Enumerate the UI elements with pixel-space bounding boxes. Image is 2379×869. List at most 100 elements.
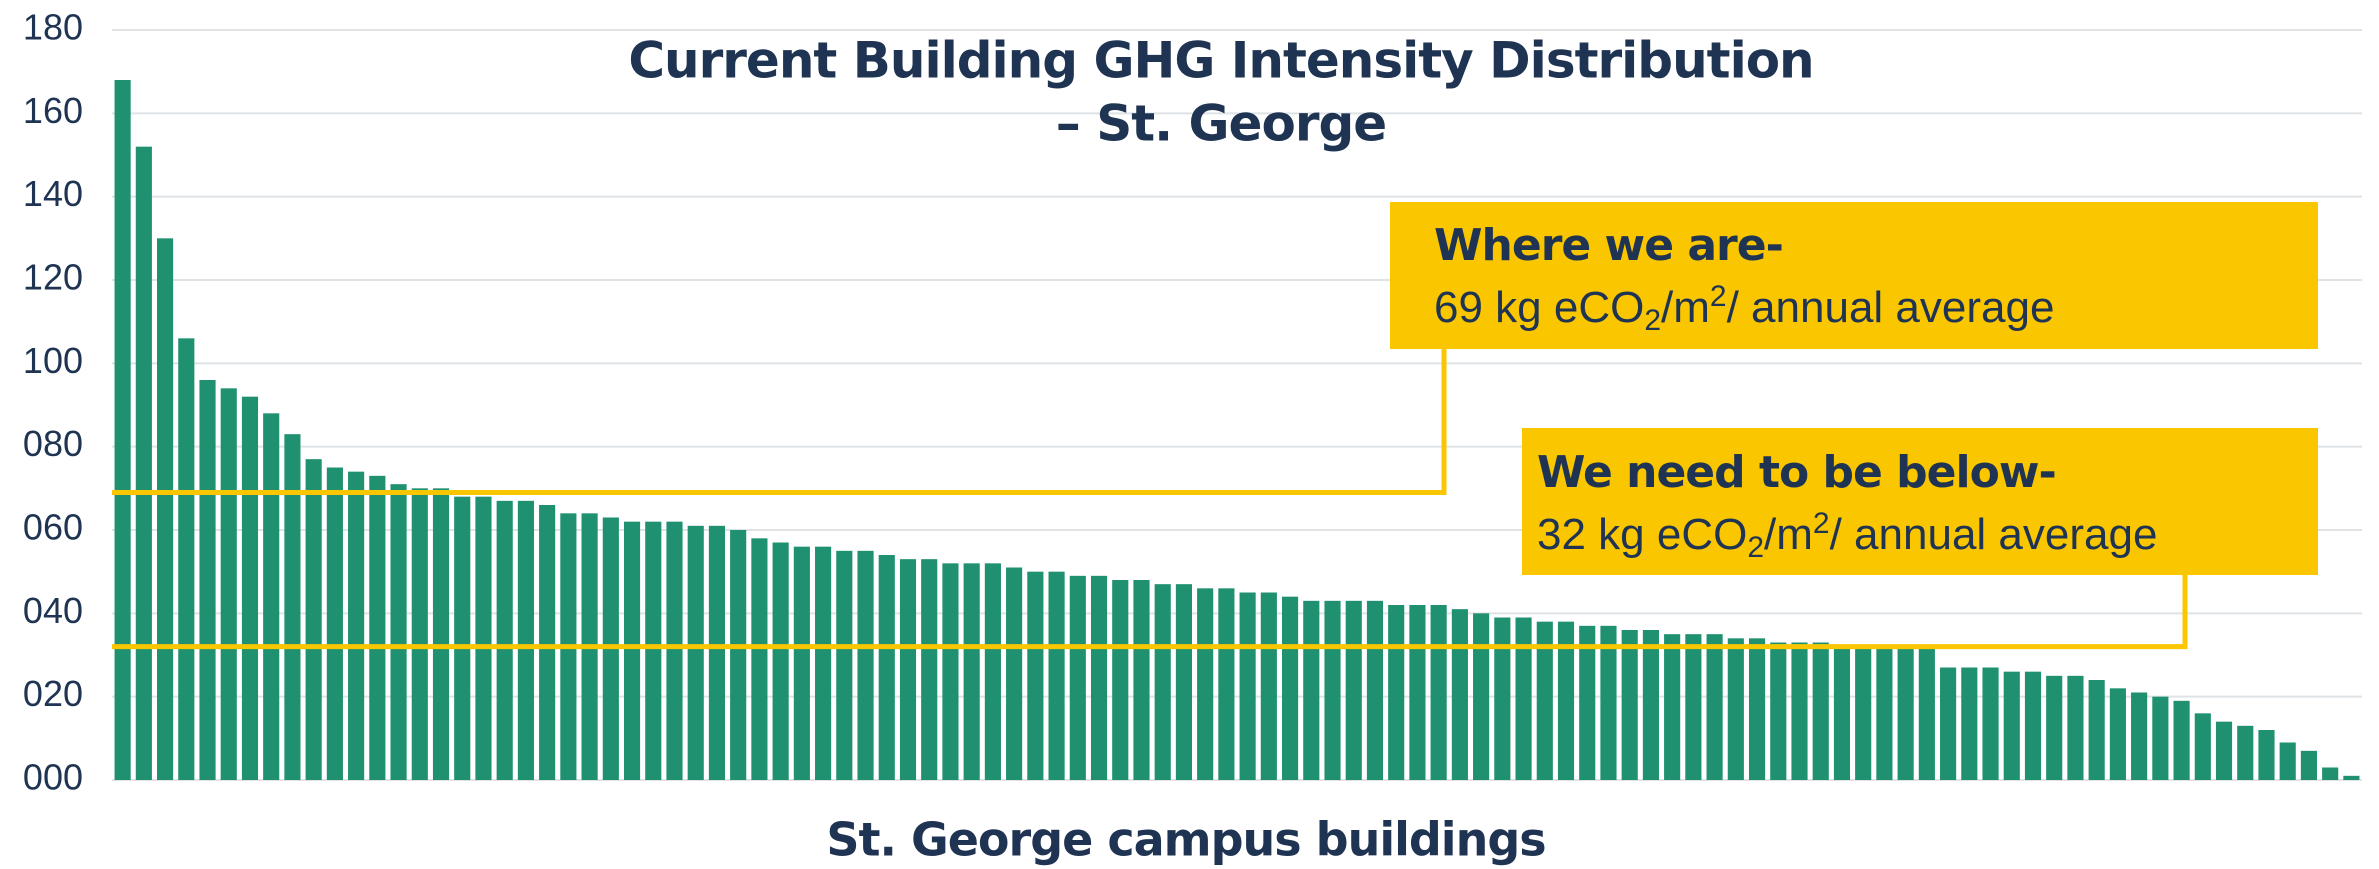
y-tick-label: 120	[23, 257, 83, 298]
annotation-heading: We need to be below-	[1537, 447, 2056, 498]
y-tick-label: 160	[23, 90, 83, 131]
bar	[1260, 592, 1277, 780]
bar	[836, 550, 853, 780]
bar	[263, 413, 280, 780]
y-tick-label: 060	[23, 507, 83, 548]
bar	[454, 496, 471, 780]
bar	[1473, 613, 1490, 780]
bar	[899, 559, 917, 780]
bar	[751, 538, 768, 780]
bar	[1748, 638, 1766, 780]
bar	[1197, 588, 1214, 780]
bar	[1366, 600, 1384, 780]
bar	[1833, 646, 1851, 780]
bar	[1388, 605, 1405, 780]
y-tick-label: 080	[23, 423, 83, 464]
bar	[1282, 596, 1299, 780]
bar	[1218, 588, 1235, 780]
bar	[432, 488, 450, 780]
bar	[135, 146, 152, 780]
bar	[411, 488, 428, 780]
bar	[1027, 571, 1044, 780]
bar	[199, 380, 216, 780]
bar	[878, 555, 895, 780]
bar	[1982, 667, 1999, 780]
bar	[730, 530, 747, 780]
bar	[963, 563, 980, 780]
bar	[1494, 617, 1511, 780]
bar	[2237, 725, 2254, 780]
annotation-box	[1522, 428, 2318, 575]
bar	[2088, 680, 2105, 780]
bar	[1770, 642, 1787, 780]
y-tick-label: 000	[23, 757, 83, 798]
bar	[1961, 667, 1978, 780]
bar	[114, 80, 131, 780]
bar	[1897, 646, 1914, 780]
bar	[1303, 600, 1320, 780]
bar	[921, 559, 938, 780]
bar	[2258, 730, 2275, 780]
bar	[1940, 667, 1957, 780]
bar	[1706, 634, 1723, 780]
bar	[1812, 642, 1829, 780]
bar	[2173, 700, 2190, 780]
bar	[1175, 584, 1192, 780]
bar	[1048, 571, 1065, 780]
bar	[1112, 580, 1129, 780]
y-tick-label: 180	[23, 7, 83, 48]
bar	[2131, 692, 2148, 780]
bar	[857, 550, 874, 780]
bar	[1727, 638, 1744, 780]
bar	[1557, 621, 1575, 780]
bar	[942, 563, 959, 780]
bar	[815, 546, 832, 780]
bar	[2322, 767, 2339, 780]
bar	[2300, 750, 2317, 780]
bar	[1345, 600, 1362, 780]
bar	[687, 525, 704, 780]
bar	[984, 563, 1001, 780]
annotation-text: 32 kg eCO2/m2/ annual average	[1537, 507, 2157, 564]
bar	[2024, 671, 2042, 780]
y-tick-label: 020	[23, 673, 83, 714]
bar	[1451, 609, 1468, 780]
bar	[645, 521, 662, 780]
bar	[2279, 742, 2296, 780]
annotation-heading: Where we are-	[1434, 220, 1783, 271]
bar	[157, 238, 174, 781]
bar	[2003, 671, 2020, 780]
bar	[1536, 621, 1553, 780]
annotation-text: 69 kg eCO2/m2/ annual average	[1434, 280, 2054, 337]
bar	[369, 475, 386, 780]
bar	[1876, 646, 1893, 780]
y-tick-label: 140	[23, 173, 83, 214]
bars	[114, 80, 2360, 781]
bar	[496, 500, 513, 780]
bar	[1621, 630, 1638, 780]
bar	[1600, 625, 1617, 780]
bar	[241, 396, 259, 780]
chart-title: Current Building GHG Intensity Distribut…	[628, 32, 1813, 90]
bar	[1069, 575, 1086, 780]
bar	[2109, 688, 2126, 780]
bar	[1664, 634, 1681, 780]
bar	[708, 525, 726, 780]
reference-line	[112, 575, 2188, 650]
bar	[326, 467, 343, 780]
bar	[1006, 567, 1023, 780]
chart-title: – St. George	[1056, 95, 1386, 153]
bar	[1409, 605, 1426, 780]
bar	[539, 505, 556, 780]
bar	[666, 521, 683, 780]
bar	[1090, 575, 1108, 780]
bar	[1515, 617, 1532, 780]
y-tick-label: 040	[23, 590, 83, 631]
bar	[793, 546, 810, 780]
bar	[2194, 713, 2211, 780]
bar	[220, 388, 237, 780]
bar	[178, 338, 195, 780]
bar	[2152, 696, 2169, 780]
bar	[1579, 625, 1596, 780]
x-axis-label: St. George campus buildings	[826, 813, 1545, 867]
